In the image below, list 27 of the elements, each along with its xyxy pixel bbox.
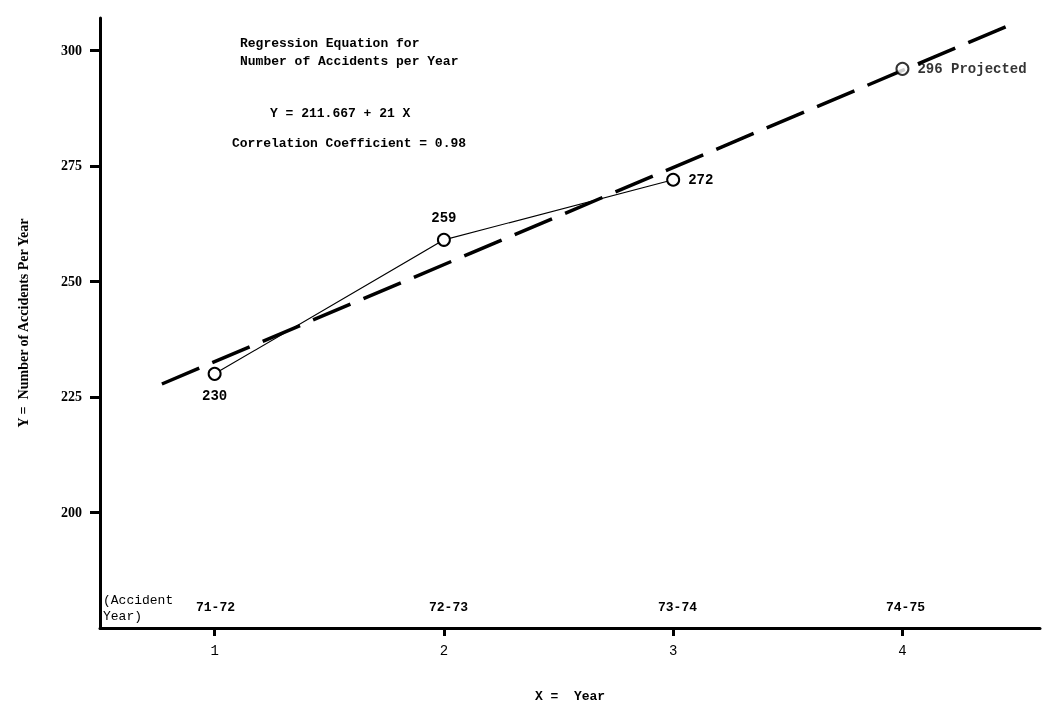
y-axis-title: Y = Number of Accidents Per Year: [15, 218, 31, 428]
x-tick-label: 2: [439, 643, 449, 659]
annotation: 71-72: [196, 599, 236, 615]
y-tick-label: 275: [61, 158, 82, 174]
point: [666, 172, 681, 187]
x-axis-title: X = Year: [534, 689, 606, 704]
point: [207, 366, 222, 381]
annotation: Regression Equation for Number of Accidents per Year: [240, 35, 459, 69]
y-tick-label: 200: [61, 504, 82, 520]
x-tick-label: 4: [898, 643, 907, 659]
y-tick-label: 225: [61, 389, 82, 405]
y-tick-label: 300: [61, 42, 82, 58]
annotation: 72-73: [429, 599, 469, 615]
annotation: Y = 211.667 + 21 X: [270, 105, 411, 121]
data-label: 296 Projected: [917, 60, 1027, 77]
point: [895, 61, 910, 76]
x-tick-label: 1: [210, 643, 219, 659]
annotation: Correlation Coefficient = 0.98: [232, 135, 467, 151]
data-label: 272: [688, 171, 714, 188]
data-label: 230: [202, 387, 228, 404]
point: [436, 232, 451, 247]
annotation: 74-75: [886, 599, 926, 615]
annotation: 73-74: [658, 599, 698, 615]
data-label: 259: [431, 209, 457, 226]
x-tick-label: 3: [668, 643, 678, 659]
y-tick-label: 250: [61, 273, 82, 289]
annotation: (Accident Year): [103, 592, 182, 624]
